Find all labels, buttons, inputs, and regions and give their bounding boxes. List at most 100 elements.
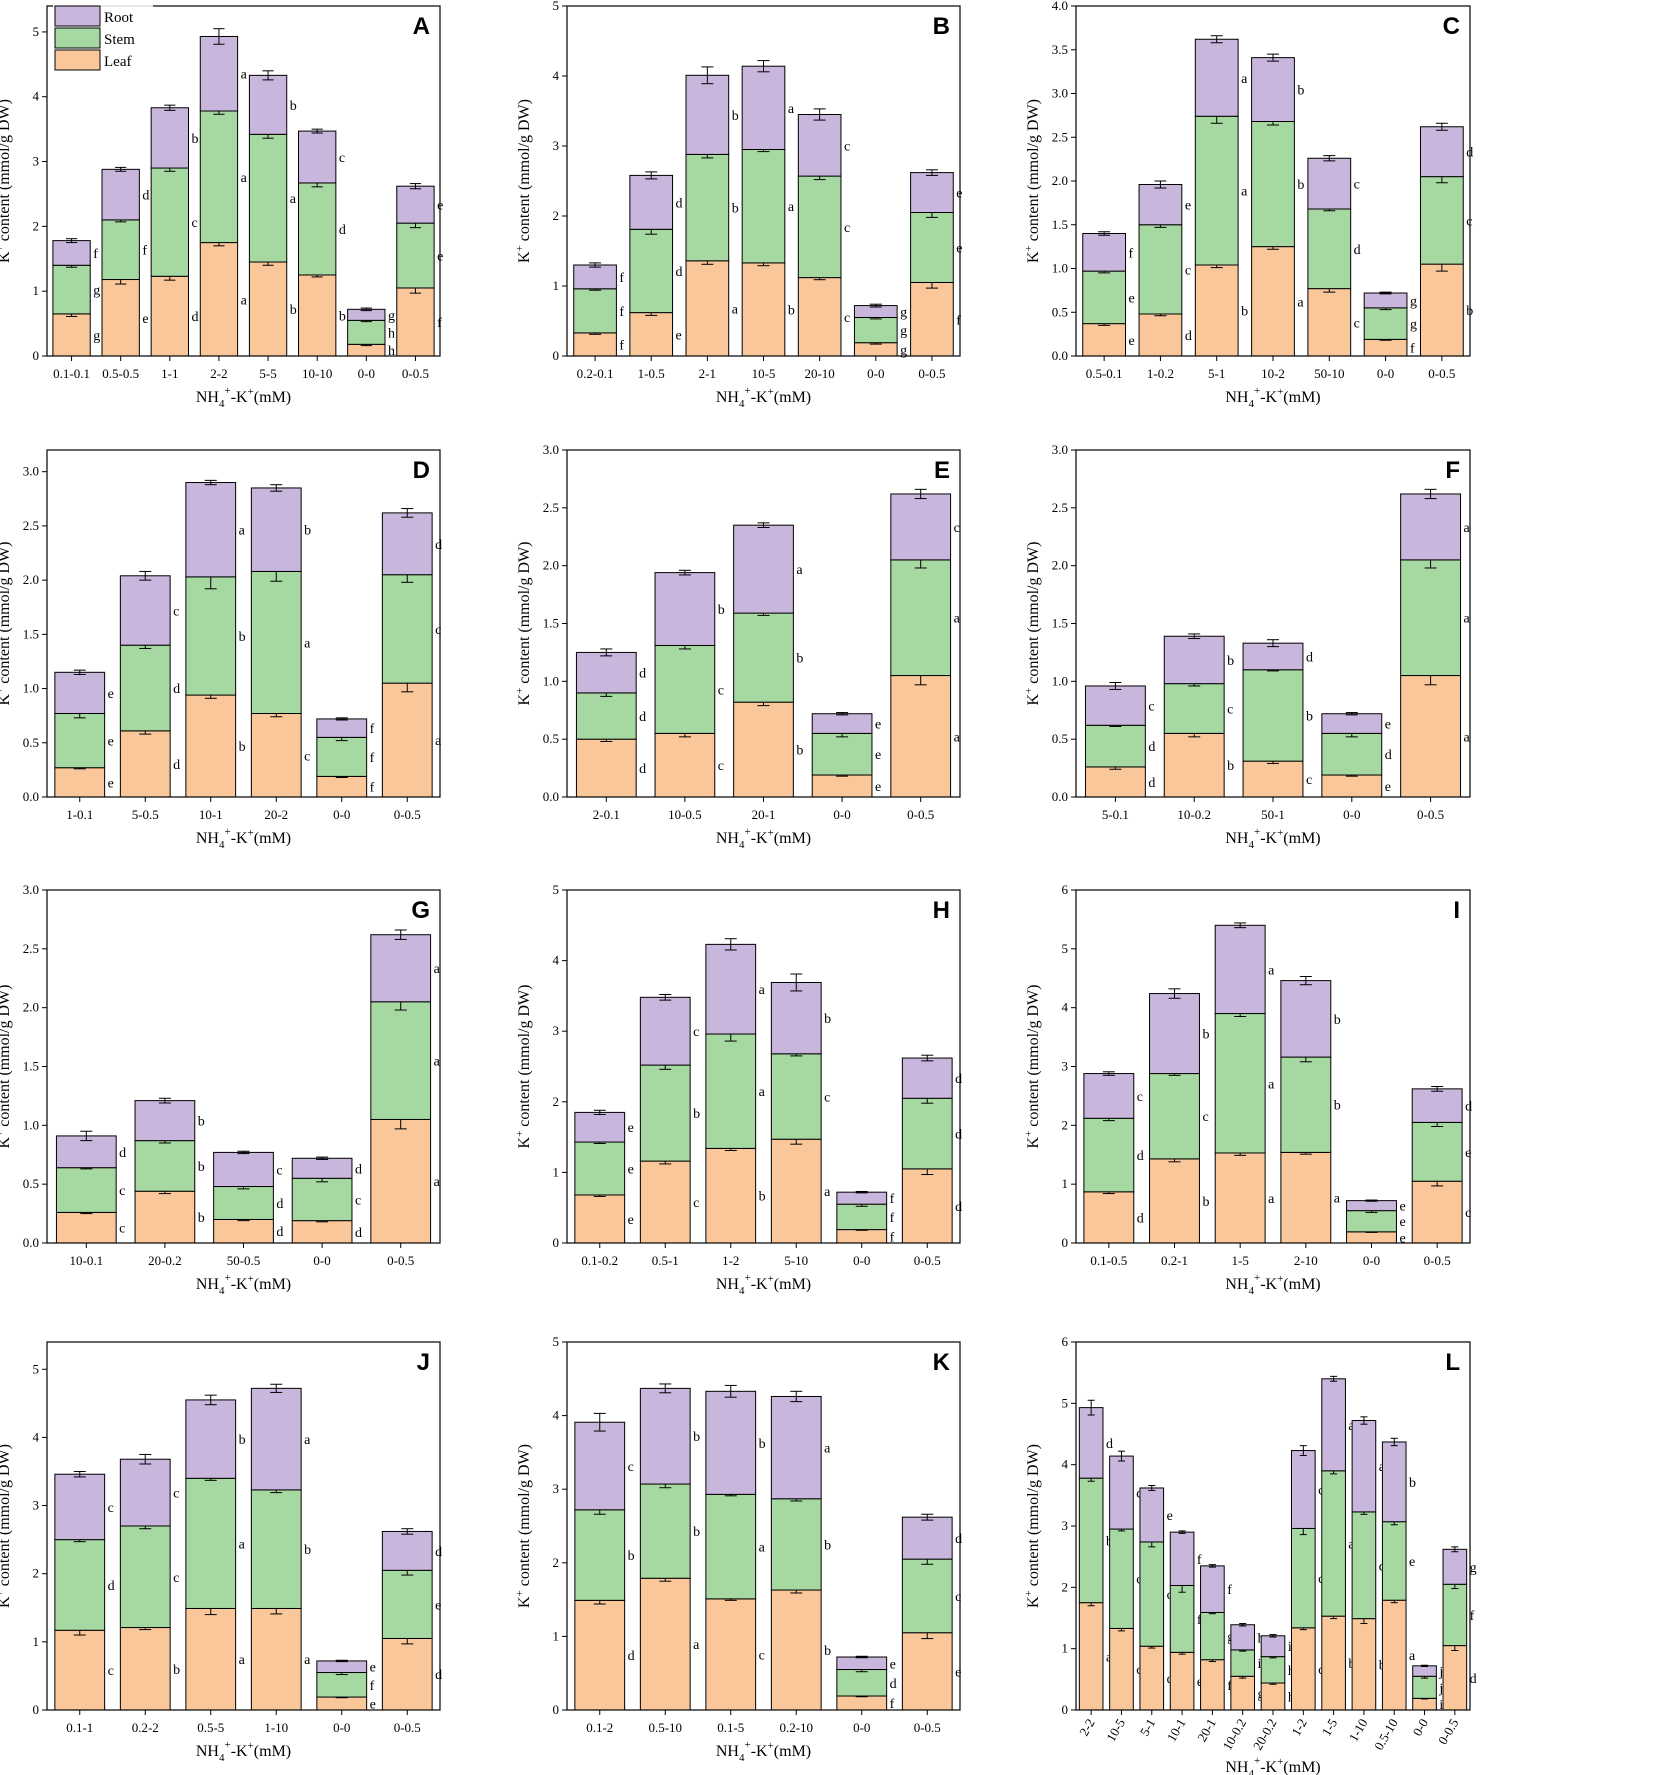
y-tick-label: 2 xyxy=(1062,1117,1069,1132)
significance-letter: d xyxy=(119,1146,126,1161)
panel-l: abd2-2ccd10-5dce5-1eff10-1fgf20-1gih10-0… xyxy=(1023,1334,1477,1775)
significance-letter: b xyxy=(1227,654,1234,669)
significance-letter: d xyxy=(1306,650,1313,665)
x-tick-label: 5-1 xyxy=(1208,366,1225,381)
y-tick-label: 3 xyxy=(553,138,560,153)
bar-root-0.1-2 xyxy=(574,1421,626,1511)
significance-letter: a xyxy=(239,524,246,539)
y-tick-label: 1 xyxy=(33,283,40,298)
bar-leaf-10-0.2 xyxy=(1230,1675,1256,1711)
x-tick-label: 0.5-0.1 xyxy=(1086,366,1123,381)
significance-letter: i xyxy=(1258,1657,1262,1672)
significance-letter: b xyxy=(198,1211,205,1226)
significance-letter: a xyxy=(241,171,248,186)
bar-root-0.5-10 xyxy=(1381,1441,1407,1523)
significance-letter: b xyxy=(693,1430,700,1445)
bar-leaf-0.2-2 xyxy=(119,1627,171,1711)
significance-letter: g xyxy=(1410,294,1417,309)
y-tick-label: 2.5 xyxy=(1052,500,1068,515)
y-tick-label: 1 xyxy=(553,1628,560,1643)
significance-letter: e xyxy=(1129,291,1135,306)
significance-letter: a xyxy=(759,1541,766,1556)
significance-letter: e xyxy=(875,748,881,763)
panel-letter: J xyxy=(417,1349,430,1376)
significance-letter: a xyxy=(304,1433,311,1448)
y-tick-label: 2.0 xyxy=(1052,558,1068,573)
x-tick-label: 20-2 xyxy=(264,807,288,822)
significance-letter: a xyxy=(693,1638,700,1653)
x-axis-title: NH4+-K+(mM) xyxy=(196,826,291,851)
significance-letter: d xyxy=(435,1668,442,1683)
bar-root-1-2 xyxy=(1290,1450,1316,1529)
bar-leaf-1-0.2 xyxy=(1138,313,1183,357)
bar-stem-0-0 xyxy=(1321,732,1383,776)
bar-leaf-2-10 xyxy=(1280,1151,1332,1244)
panel-i: ddc0.1-0.5bcb0.2-1aaa1-5abb2-10eee0-0ced… xyxy=(1023,882,1472,1297)
bar-root-0-0 xyxy=(291,1157,353,1179)
y-tick-label: 2 xyxy=(553,208,560,223)
significance-letter: j xyxy=(1438,1665,1443,1680)
x-tick-label: 5-10 xyxy=(784,1253,808,1268)
x-tick-label: 0.1-2 xyxy=(586,1720,613,1735)
significance-letter: c xyxy=(954,521,960,536)
significance-letter: d xyxy=(142,189,149,204)
significance-letter: d xyxy=(676,196,683,211)
x-tick-label: 5-1 xyxy=(1137,1716,1159,1739)
bar-root-20-10 xyxy=(797,114,842,177)
x-tick-label: 0-0 xyxy=(358,366,375,381)
bar-root-0-0.5 xyxy=(396,185,435,224)
significance-letter: b xyxy=(693,1525,700,1540)
x-tick-label: 0.2-0.1 xyxy=(577,366,614,381)
significance-letter: a xyxy=(290,192,297,207)
significance-letter: d xyxy=(276,1225,283,1240)
bar-stem-10-1 xyxy=(1169,1584,1195,1653)
x-tick-label: 10-1 xyxy=(199,807,223,822)
significance-letter: f xyxy=(890,1192,895,1207)
y-tick-label: 1.5 xyxy=(1052,616,1068,631)
significance-letter: d xyxy=(639,710,646,725)
x-axis-title: NH4+-K+(mM) xyxy=(716,826,811,851)
x-tick-label: 0-0.5 xyxy=(1417,807,1444,822)
y-tick-label: 1 xyxy=(1062,1641,1069,1656)
bar-leaf-0-0 xyxy=(1346,1231,1397,1244)
x-tick-label: 0.2-2 xyxy=(132,1720,159,1735)
y-tick-label: 3.0 xyxy=(1052,442,1068,457)
significance-letter: i xyxy=(1439,1698,1443,1713)
significance-letter: b xyxy=(1297,178,1304,193)
bar-root-10-5 xyxy=(741,65,786,150)
y-axis-title: K+ content (mmol/g DW) xyxy=(514,542,533,706)
bar-root-20-0.2 xyxy=(134,1100,196,1142)
bar-root-0.1-5 xyxy=(705,1390,757,1495)
significance-letter: b xyxy=(1306,709,1313,724)
bar-root-10-0.2 xyxy=(1230,1624,1256,1651)
y-axis-title: K+ content (mmol/g DW) xyxy=(514,985,533,1149)
x-axis-title: NH4+-K+(mM) xyxy=(196,1272,291,1297)
bar-root-0-0 xyxy=(811,713,873,734)
significance-letter: b xyxy=(693,1107,700,1122)
bar-stem-0-0.5 xyxy=(381,574,433,684)
significance-letter: c xyxy=(108,1501,114,1516)
bar-stem-20-1 xyxy=(1200,1611,1225,1661)
bar-root-20-2 xyxy=(250,487,302,572)
y-axis-title: K+ content (mmol/g DW) xyxy=(514,1444,533,1608)
significance-letter: g xyxy=(388,309,395,324)
y-tick-label: 4 xyxy=(1062,1457,1069,1472)
bar-leaf-2-2 xyxy=(199,242,239,357)
significance-letter: f xyxy=(619,338,624,353)
bar-stem-0-0.5 xyxy=(1411,1121,1463,1182)
bar-leaf-0-0 xyxy=(836,1695,888,1711)
x-tick-label: 0.1-1 xyxy=(66,1720,93,1735)
bar-root-2-10 xyxy=(1280,980,1332,1058)
significance-letter: g xyxy=(1410,318,1417,333)
significance-letter: c xyxy=(844,139,850,154)
significance-letter: c xyxy=(435,623,441,638)
significance-letter: c xyxy=(693,1025,699,1040)
plot-frame xyxy=(1075,889,1471,1244)
bar-root-0-0 xyxy=(316,1660,368,1674)
significance-letter: d xyxy=(191,310,198,325)
significance-letter: e xyxy=(108,735,114,750)
significance-letter: d xyxy=(639,762,646,777)
bar-root-0-0 xyxy=(316,718,368,738)
x-tick-label: 0.2-10 xyxy=(779,1720,813,1735)
bar-leaf-0-0.5 xyxy=(1411,1180,1463,1244)
